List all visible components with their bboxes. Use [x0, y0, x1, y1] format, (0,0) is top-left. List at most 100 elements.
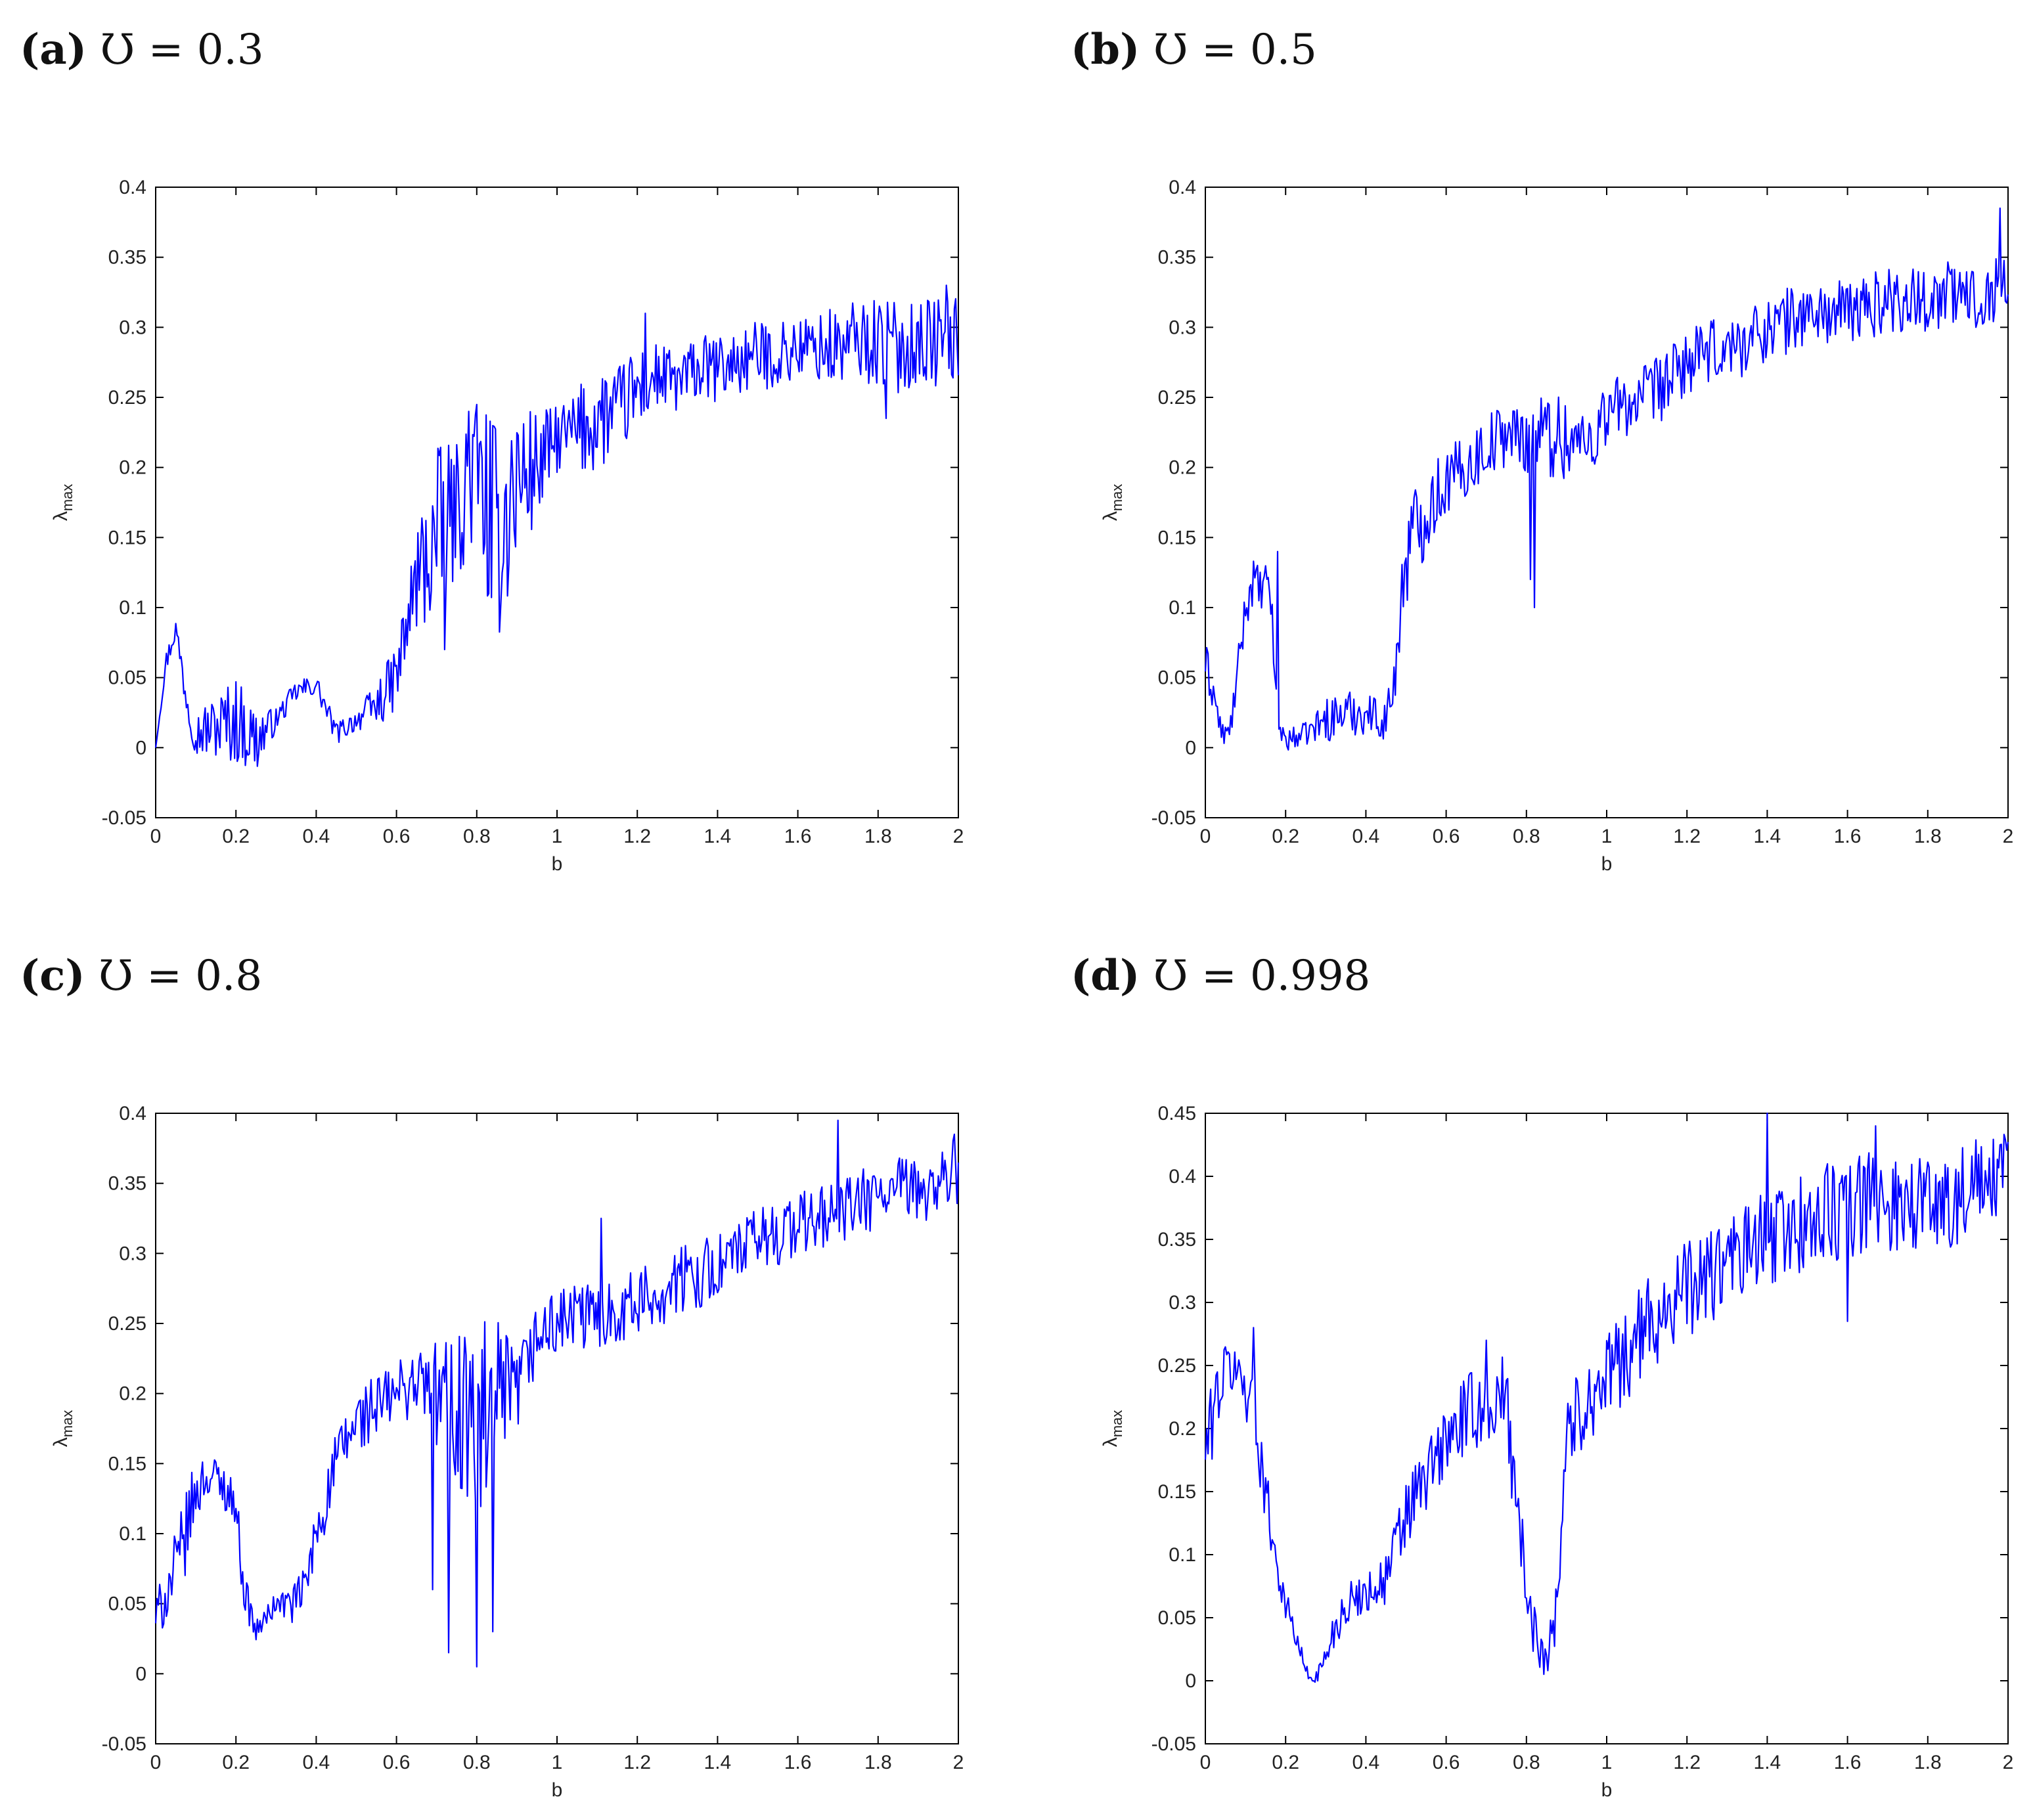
panel-equals: = — [135, 26, 197, 74]
y-tick-label: 0.25 — [108, 1313, 146, 1335]
x-tick-label: 1.4 — [704, 1752, 732, 1773]
y-tick-label: 0.05 — [108, 1593, 146, 1615]
panel-title-c: (c) Ʊ = 0.8 — [20, 951, 262, 1000]
y-tick-label: 0.3 — [1169, 317, 1196, 338]
y-tick-label: 0.05 — [1158, 667, 1196, 689]
x-tick-label: 2 — [953, 1752, 964, 1773]
panel-tag: (a) — [20, 25, 87, 74]
x-tick-label: 1.4 — [1754, 1752, 1781, 1773]
y-tick-label: 0 — [135, 1663, 146, 1685]
y-tick-label: 0.35 — [1158, 247, 1196, 269]
y-tick-label: 0.35 — [1158, 1229, 1196, 1251]
y-tick-label: 0.25 — [1158, 1355, 1196, 1377]
panel-equals: = — [133, 952, 196, 1000]
x-tick-label: 1.4 — [704, 826, 732, 847]
panel-symbol: Ʊ — [1153, 26, 1188, 74]
panel-symbol: Ʊ — [100, 26, 135, 74]
x-axis-label: b — [552, 1779, 563, 1801]
panel-tag: (b) — [1071, 25, 1140, 74]
y-tick-label: 0.35 — [108, 247, 146, 269]
y-axis-label: λmax — [1100, 484, 1125, 522]
y-tick-label: 0.25 — [1158, 387, 1196, 409]
y-tick-label: 0.1 — [1169, 597, 1196, 619]
x-axis-label: b — [552, 853, 563, 875]
y-tick-label: 0.05 — [108, 667, 146, 689]
x-tick-label: 2 — [953, 826, 964, 847]
panel-title-a: (a) Ʊ = 0.3 — [20, 25, 264, 74]
x-tick-label: 2 — [2003, 1752, 2014, 1773]
y-tick-label: -0.05 — [102, 807, 146, 829]
x-tick-label: 1.8 — [1914, 1752, 1942, 1773]
x-tick-label: 1.8 — [864, 1752, 892, 1773]
y-axis-label: λmax — [1100, 1410, 1125, 1448]
plot-frame — [155, 187, 959, 818]
x-tick-label: 0.8 — [1513, 1752, 1540, 1773]
y-tick-label: 0.2 — [119, 457, 146, 479]
y-tick-label: 0.15 — [1158, 1481, 1196, 1503]
y-tick-label: 0.1 — [119, 1523, 146, 1545]
y-tick-label: 0.25 — [108, 387, 146, 409]
panel-equals: = — [1188, 952, 1251, 1000]
x-tick-label: 1 — [1601, 1752, 1613, 1773]
panel-tag: (d) — [1071, 951, 1140, 1000]
x-tick-label: 1 — [552, 826, 563, 847]
x-tick-label: 0.8 — [1513, 826, 1540, 847]
x-tick-label: 0 — [1200, 1752, 1211, 1773]
x-tick-label: 0.6 — [383, 826, 411, 847]
panel-tag: (c) — [20, 951, 85, 1000]
panel-equals: = — [1188, 26, 1251, 74]
x-tick-label: 1.6 — [1834, 826, 1862, 847]
y-tick-label: 0 — [135, 737, 146, 759]
x-axis-label: b — [1601, 1779, 1613, 1801]
series-line — [1204, 207, 2009, 751]
x-tick-label: 0.2 — [1272, 826, 1299, 847]
y-tick-label: 0.15 — [1158, 527, 1196, 548]
x-tick-label: 1.8 — [864, 826, 892, 847]
y-tick-label: 0.1 — [1169, 1544, 1196, 1566]
plot-frame — [155, 1113, 959, 1744]
chart-0: 0 0.2 0.4 0.6 0.8 1 1.2 1.4 1.6 1.8 2-0.0500.050.1… — [50, 177, 964, 875]
x-tick-label: 0 — [150, 1752, 162, 1773]
panel-value: 0.8 — [195, 952, 263, 1000]
panel-symbol: Ʊ — [98, 952, 133, 1000]
y-tick-label: 0.45 — [1158, 1103, 1196, 1124]
panel-title-b: (b) Ʊ = 0.5 — [1071, 25, 1317, 74]
x-tick-label: 1.2 — [1673, 826, 1701, 847]
y-tick-label: -0.05 — [1151, 1733, 1196, 1755]
x-tick-label: 0 — [150, 826, 162, 847]
y-axis-label: λmax — [50, 1410, 76, 1448]
y-tick-label: -0.05 — [102, 1733, 146, 1755]
x-tick-label: 1.6 — [784, 1752, 812, 1773]
series-line — [154, 284, 960, 767]
x-tick-label: 0.4 — [303, 1752, 330, 1773]
y-tick-label: 0 — [1185, 1670, 1196, 1692]
plot-frame — [1205, 1113, 2009, 1744]
x-tick-label: 1 — [552, 1752, 563, 1773]
x-tick-label: 1.2 — [623, 1752, 651, 1773]
x-tick-label: 1.4 — [1754, 826, 1781, 847]
panel-value: 0.998 — [1250, 952, 1371, 1000]
y-axis-label: λmax — [50, 484, 76, 522]
y-tick-label: 0.2 — [1169, 457, 1196, 479]
x-tick-label: 0.2 — [222, 1752, 250, 1773]
x-axis-label: b — [1601, 853, 1613, 875]
y-tick-label: 0.4 — [1169, 177, 1196, 198]
x-tick-label: 1.2 — [1673, 1752, 1701, 1773]
chart-2: 0 0.2 0.4 0.6 0.8 1 1.2 1.4 1.6 1.8 2-0.0500.050.1… — [50, 1103, 964, 1801]
x-tick-label: 1.8 — [1914, 826, 1942, 847]
y-tick-label: 0.35 — [108, 1173, 146, 1195]
x-tick-label: 0.6 — [1433, 826, 1460, 847]
x-tick-label: 0.2 — [1272, 1752, 1299, 1773]
y-tick-label: 0.4 — [119, 177, 146, 198]
y-tick-label: 0.2 — [119, 1383, 146, 1405]
series-line — [154, 1119, 960, 1668]
x-tick-label: 0.6 — [1433, 1752, 1460, 1773]
x-tick-label: 0.4 — [1352, 1752, 1380, 1773]
y-tick-label: 0.15 — [108, 527, 146, 548]
x-tick-label: 0 — [1200, 826, 1211, 847]
x-tick-label: 1.2 — [623, 826, 651, 847]
y-tick-label: 0.2 — [1169, 1418, 1196, 1440]
y-tick-label: 0.4 — [1169, 1166, 1196, 1187]
x-tick-label: 0.6 — [383, 1752, 411, 1773]
